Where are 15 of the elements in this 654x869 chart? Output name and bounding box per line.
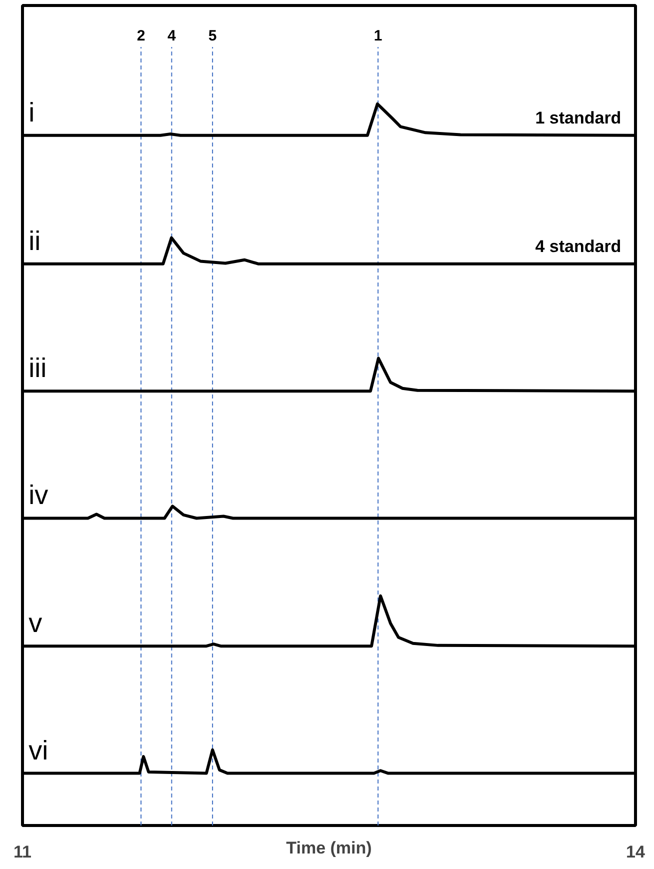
series-label: iv [28, 480, 49, 510]
text: 1 [374, 27, 382, 44]
series-label: i [28, 97, 35, 128]
x-tick-label: 11 [14, 842, 32, 862]
series-label: vi [28, 735, 48, 766]
series-label: v [28, 608, 43, 638]
text: 2 [136, 27, 146, 44]
annotation: 1 standard [535, 108, 622, 128]
series-label: ii [28, 226, 41, 256]
x-axis-title: Time (min) [286, 838, 372, 858]
x-tick-label: 14 [626, 842, 646, 862]
text: 5 [208, 27, 217, 44]
series-label: iii [28, 353, 47, 384]
annotation: 4 standard [535, 236, 622, 256]
text: 4 [167, 27, 176, 44]
